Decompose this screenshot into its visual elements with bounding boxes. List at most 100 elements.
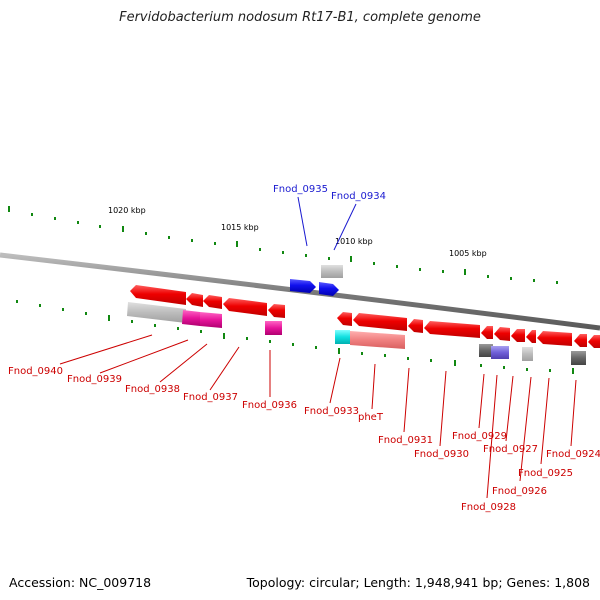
major-tick bbox=[572, 368, 574, 374]
genome-info-text: Topology: circular; Length: 1,948,941 bp… bbox=[246, 575, 590, 590]
forward-leaders bbox=[297, 196, 357, 251]
gene-grey-forward[interactable] bbox=[321, 265, 343, 278]
label-Fnod_0933[interactable]: Fnod_0933 bbox=[304, 406, 359, 417]
minor-tick bbox=[503, 366, 505, 369]
major-tick bbox=[223, 333, 225, 339]
feature-track bbox=[127, 302, 586, 365]
major-tick bbox=[338, 348, 340, 354]
label-Fnod_0930[interactable]: Fnod_0930 bbox=[414, 449, 469, 460]
minor-tick bbox=[292, 343, 294, 346]
feature-grey-long bbox=[127, 302, 186, 323]
gene-Fnod_0936[interactable] bbox=[268, 304, 285, 318]
minor-tick bbox=[168, 236, 170, 239]
gene-Fnod_0928[interactable] bbox=[494, 327, 510, 341]
minor-tick bbox=[154, 324, 156, 327]
feature-darkgrey-1 bbox=[479, 344, 493, 357]
gene-Fnod_0940[interactable] bbox=[130, 285, 186, 305]
label-pheT[interactable]: pheT bbox=[358, 412, 384, 423]
minor-tick bbox=[419, 268, 421, 271]
major-tick bbox=[464, 269, 466, 275]
minor-tick bbox=[556, 281, 558, 284]
scale-label-1010: 1010 kbp bbox=[335, 237, 373, 246]
forward-strand-genes bbox=[290, 265, 343, 296]
major-tick bbox=[236, 241, 238, 247]
gene-Fnod_0927[interactable] bbox=[511, 329, 525, 342]
label-Fnod_0937[interactable]: Fnod_0937 bbox=[183, 392, 238, 403]
leader-Fnod_0925 bbox=[540, 377, 550, 465]
major-tick bbox=[108, 315, 110, 321]
label-Fnod_0931[interactable]: Fnod_0931 bbox=[378, 435, 433, 446]
label-Fnod_0936[interactable]: Fnod_0936 bbox=[242, 400, 297, 411]
minor-tick bbox=[480, 364, 482, 367]
minor-tick bbox=[31, 213, 33, 216]
label-Fnod_0928[interactable]: Fnod_0928 bbox=[461, 502, 516, 513]
feature-lightgrey bbox=[522, 347, 533, 361]
label-Fnod_0939[interactable]: Fnod_0939 bbox=[67, 374, 122, 385]
major-tick bbox=[8, 206, 10, 212]
minor-tick bbox=[16, 300, 18, 303]
gene-pheT[interactable] bbox=[353, 313, 407, 331]
label-Fnod_0924[interactable]: Fnod_0924 bbox=[546, 449, 600, 460]
leader-Fnod_0929 bbox=[478, 373, 485, 429]
leader-Fnod_0933 bbox=[329, 357, 341, 404]
scale-label-1020: 1020 kbp bbox=[108, 206, 146, 215]
major-tick bbox=[454, 360, 456, 366]
gene-Fnod_0937[interactable] bbox=[223, 298, 267, 316]
leader-Fnod_0931 bbox=[403, 367, 410, 433]
minor-tick bbox=[384, 354, 386, 357]
leader-Fnod_0937 bbox=[209, 346, 240, 391]
label-Fnod_0927[interactable]: Fnod_0927 bbox=[483, 444, 538, 455]
gene-Fnod_0931[interactable] bbox=[408, 319, 423, 333]
leader-pheT bbox=[371, 363, 376, 410]
minor-tick bbox=[77, 221, 79, 224]
label-Fnod_0926[interactable]: Fnod_0926 bbox=[492, 486, 547, 497]
reverse-strand-genes bbox=[130, 285, 600, 348]
minor-tick bbox=[131, 320, 133, 323]
minor-tick bbox=[526, 368, 528, 371]
leader-Fnod_0935 bbox=[297, 196, 308, 247]
gene-Fnod_0924[interactable] bbox=[574, 334, 587, 347]
reverse-leaders bbox=[59, 334, 577, 499]
gene-Fnod_0933[interactable] bbox=[337, 312, 352, 326]
leader-Fnod_0940 bbox=[59, 334, 153, 365]
minor-tick bbox=[510, 277, 512, 280]
minor-tick bbox=[246, 337, 248, 340]
gene-Fnod_0935[interactable] bbox=[290, 279, 316, 293]
leader-Fnod_0926 bbox=[519, 376, 532, 482]
label-Fnod_0929[interactable]: Fnod_0929 bbox=[452, 431, 507, 442]
gene-Fnod_0934[interactable] bbox=[319, 282, 339, 296]
leader-Fnod_0927 bbox=[505, 375, 514, 442]
minor-tick bbox=[430, 359, 432, 362]
gene-Fnod_0939[interactable] bbox=[186, 293, 203, 307]
label-Fnod_0935[interactable]: Fnod_0935 bbox=[273, 184, 328, 195]
leader-Fnod_0938 bbox=[159, 343, 208, 383]
gene-edge[interactable] bbox=[588, 335, 600, 348]
minor-tick bbox=[328, 257, 330, 260]
gene-Fnod_0938[interactable] bbox=[203, 295, 222, 309]
label-Fnod_0938[interactable]: Fnod_0938 bbox=[125, 384, 180, 395]
gene-Fnod_0925[interactable] bbox=[537, 331, 572, 346]
leader-Fnod_0930 bbox=[439, 370, 447, 447]
feature-pink-2 bbox=[200, 312, 222, 328]
minor-tick bbox=[85, 312, 87, 315]
label-Fnod_0934[interactable]: Fnod_0934 bbox=[331, 191, 386, 202]
minor-tick bbox=[549, 369, 551, 372]
major-tick bbox=[350, 256, 352, 262]
gene-Fnod_0929[interactable] bbox=[481, 326, 493, 339]
label-Fnod_0940[interactable]: Fnod_0940 bbox=[8, 366, 63, 377]
leader-Fnod_0939 bbox=[99, 339, 189, 374]
minor-tick bbox=[269, 340, 271, 343]
scale-label-1015: 1015 kbp bbox=[221, 223, 259, 232]
feature-cyan bbox=[335, 330, 350, 344]
major-tick bbox=[122, 226, 124, 232]
leader-Fnod_0924 bbox=[570, 379, 577, 447]
minor-tick bbox=[361, 352, 363, 355]
gene-Fnod_0930[interactable] bbox=[424, 321, 480, 338]
minor-tick bbox=[191, 239, 193, 242]
feature-pink-1 bbox=[182, 310, 200, 326]
lower-tick-track bbox=[16, 300, 574, 374]
gene-Fnod_0926[interactable] bbox=[526, 330, 536, 343]
label-Fnod_0925[interactable]: Fnod_0925 bbox=[518, 468, 573, 479]
minor-tick bbox=[99, 225, 101, 228]
